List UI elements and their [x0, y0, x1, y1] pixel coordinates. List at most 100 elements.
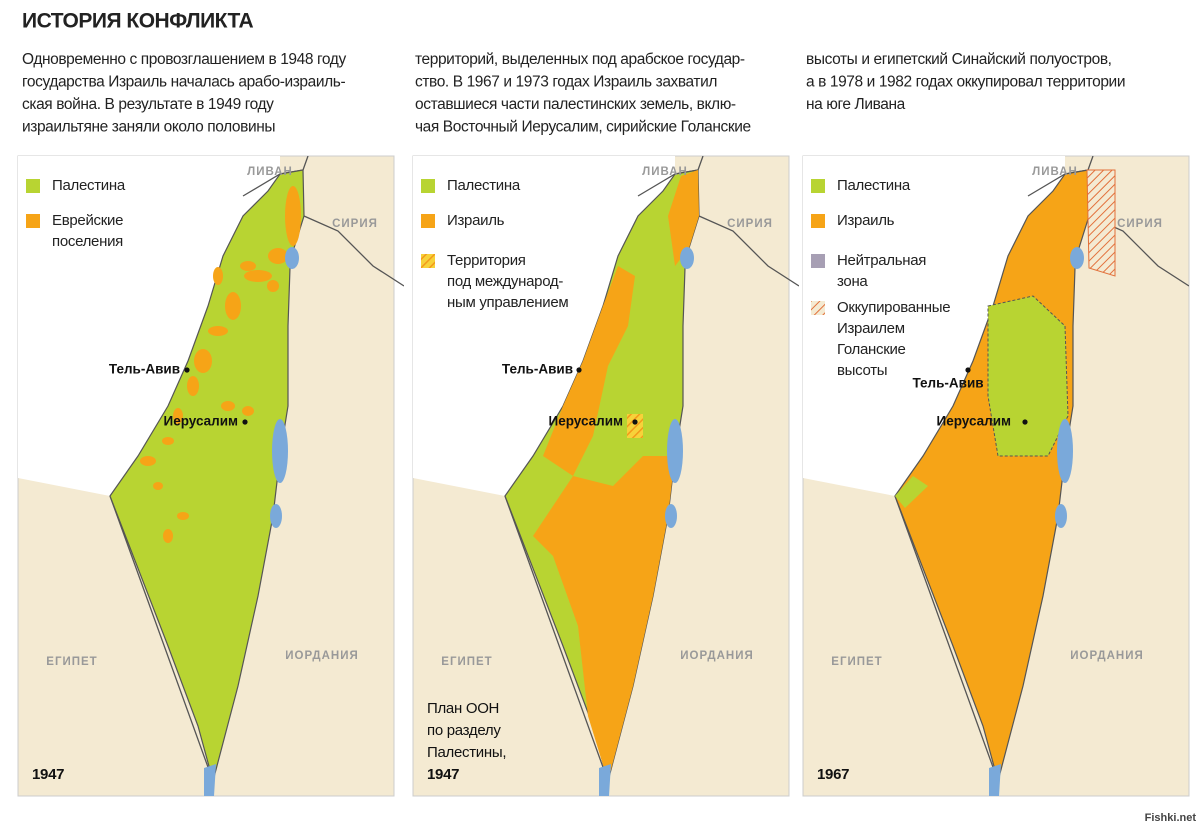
legend-swatch: [811, 179, 825, 193]
intro-text: чая Восточный Иерусалим, сирийские Голан…: [415, 119, 751, 136]
country-label: ЛИВАН: [247, 166, 293, 178]
country-label: ЕГИПЕТ: [831, 656, 882, 668]
gulf: [204, 764, 216, 796]
intro-text: оставшиеся части палестинских земель, вк…: [415, 96, 736, 113]
legend-swatch: [26, 179, 40, 193]
title: ИСТОРИЯ КОНФЛИКТА: [22, 10, 254, 33]
city-label: Иерусалим: [937, 414, 1012, 429]
city-dot: [184, 367, 190, 373]
gulf: [599, 764, 611, 796]
city-label: Тель-Авив: [502, 362, 573, 377]
border: [698, 215, 799, 287]
country-label: ЛИВАН: [642, 166, 688, 178]
border: [303, 215, 404, 287]
lake: [1055, 504, 1067, 528]
border: [894, 495, 999, 782]
legend-label: Территория: [447, 252, 526, 269]
country-label: ИОРДАНИЯ: [1070, 650, 1144, 662]
city-dot: [1022, 419, 1028, 425]
settlement: [163, 529, 173, 543]
legend-label: под международ-: [447, 273, 563, 290]
country-label: ЛИВАН: [1032, 166, 1078, 178]
settlement: [177, 512, 189, 520]
legend-label: ным управлением: [447, 294, 568, 311]
legend-label: Оккупированные: [837, 299, 950, 316]
sea: [803, 156, 1065, 496]
intro-text: высоты и египетский Синайский полуостров…: [806, 51, 1112, 68]
city-label: Тель-Авив: [912, 376, 983, 391]
settlement: [140, 456, 156, 466]
israel-area: [668, 170, 699, 266]
intro-text: ство. В 1967 и 1973 годах Израиль захват…: [415, 74, 717, 91]
settlement: [267, 280, 279, 292]
settlement: [194, 349, 212, 373]
legend-label: зона: [837, 273, 868, 290]
caption: Палестины,: [427, 744, 506, 761]
border: [504, 495, 609, 782]
settlement: [242, 406, 254, 416]
legend-label: Палестина: [837, 177, 911, 194]
sea: [18, 156, 280, 496]
lake: [270, 504, 282, 528]
watermark: Fishki.net: [1145, 812, 1197, 824]
intro-text: Одновременно с провозглашением в 1948 го…: [22, 51, 346, 68]
legend-label: Еврейские: [52, 212, 123, 229]
legend-swatch: [26, 214, 40, 228]
caption: План ООН: [427, 700, 499, 717]
legend-swatch: [421, 179, 435, 193]
legend-swatch: [811, 214, 825, 228]
settlement: [221, 401, 235, 411]
caption: по разделу: [427, 722, 501, 739]
israel-area: [543, 266, 635, 476]
settlement: [208, 326, 228, 336]
legend-swatch: [811, 254, 825, 268]
legend-label: поселения: [52, 233, 123, 250]
lake: [285, 247, 299, 269]
legend-label: Израилем: [837, 320, 905, 337]
legend-label: Палестина: [52, 177, 126, 194]
settlement: [213, 267, 223, 285]
settlement: [187, 376, 199, 396]
settlement: [225, 292, 241, 320]
legend-label: Израиль: [837, 212, 895, 229]
intro-text: государства Израиль началась арабо-израи…: [22, 74, 345, 91]
gulf: [989, 764, 1001, 796]
country-label: СИРИЯ: [332, 218, 378, 230]
country-label: ИОРДАНИЯ: [285, 650, 359, 662]
west-bank: [987, 295, 1069, 457]
map: [18, 156, 404, 796]
lake: [680, 247, 694, 269]
golan: [1086, 169, 1116, 277]
country-label: ЕГИПЕТ: [441, 656, 492, 668]
map-panel: ЛИВАН СИРИЯ ЕГИПЕТ ИОРДАНИЯ Тель-Авив Иерусал…: [802, 155, 1190, 797]
legend-label: Голанские: [837, 341, 906, 358]
map-panel: ЛИВАН СИРИЯ ЕГИПЕТ ИОРДАНИЯ Тель-Авив Иерусал…: [17, 155, 404, 797]
legend-swatch: [811, 301, 825, 315]
settlement: [268, 248, 288, 264]
lake: [1057, 419, 1073, 483]
lake: [665, 504, 677, 528]
settlement: [240, 261, 256, 271]
legend-label: Израиль: [447, 212, 505, 229]
lake: [272, 419, 288, 483]
legend-swatch: [421, 254, 435, 268]
settlement: [244, 270, 272, 282]
legend-label: Нейтральная: [837, 252, 926, 269]
city-label: Иерусалим: [164, 414, 239, 429]
map: [803, 156, 1189, 796]
israel-area: [533, 456, 675, 781]
country-label: СИРИЯ: [727, 218, 773, 230]
legend-label: Палестина: [447, 177, 521, 194]
intro-text: территорий, выделенных под арабское госу…: [415, 51, 745, 68]
settlement: [153, 482, 163, 490]
country-label: ИОРДАНИЯ: [680, 650, 754, 662]
intro-text: ская война. В результате в 1949 году: [22, 96, 274, 113]
map: [413, 156, 799, 796]
caption: 1947: [32, 766, 64, 783]
legend-swatch: [421, 214, 435, 228]
sea: [413, 156, 675, 496]
settlement: [173, 408, 183, 424]
caption: 1967: [817, 766, 849, 783]
border: [109, 495, 214, 782]
